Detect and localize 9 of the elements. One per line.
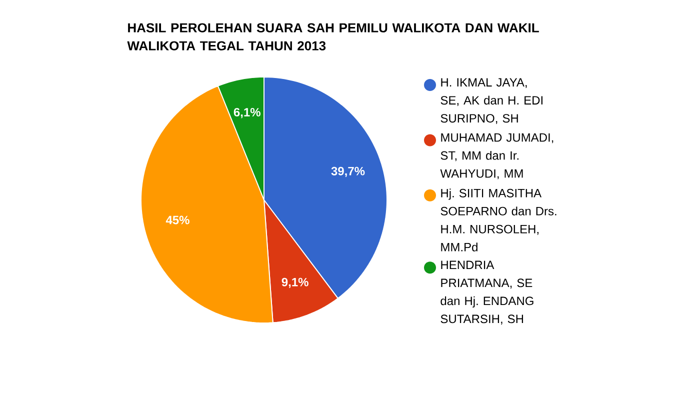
legend-label: MUHAMAD JUMADI, ST, MM dan Ir. WAHYUDI, MM	[440, 133, 554, 180]
data-label: 9,1%	[282, 278, 308, 288]
legend-label: H. IKMAL JAYA, SE, AK dan H. EDI SURIPNO, SH	[440, 78, 542, 124]
data-label: 6,1%	[234, 108, 260, 118]
data-label: 39,7%	[331, 166, 365, 178]
chart-title: HASIL PEROLEHAN SUARA SAH PEMILU WALIKOTA DAN WAKIL WALIKOTA TEGAL TAHUN 2013	[127, 23, 539, 50]
data-label: 45%	[166, 216, 190, 224]
legend-label: HENDRIA PRIATMANA, SE dan Hj. ENDANG SUTARSIH, SH	[440, 260, 534, 325]
legend-label: Hj. SIITI MASITHA SOEPARNO dan Drs. H.M. NURSOLEH, MM.Pd	[440, 188, 556, 252]
